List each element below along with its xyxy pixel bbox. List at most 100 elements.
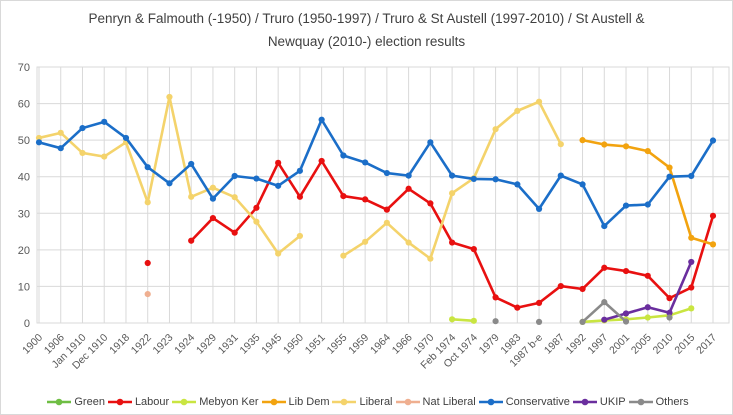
data-point-conservative (209, 195, 217, 202)
data-point-conservative (188, 160, 195, 168)
legend-marker-green (47, 398, 72, 406)
series-conservative (35, 116, 717, 230)
x-tick-label: 1966 (390, 332, 415, 357)
data-point-conservative (253, 175, 260, 182)
data-point-conservative (318, 116, 325, 123)
data-point-lib-dem (709, 241, 717, 248)
data-point-liberal (535, 98, 543, 105)
legend-marker-dot (270, 398, 277, 406)
data-point-conservative (231, 172, 238, 180)
data-point-labour (318, 157, 325, 165)
legend-marker-dot (581, 398, 589, 406)
series-line-mebyon-ker (581, 307, 693, 324)
data-point-labour (579, 285, 586, 293)
legend-item-others: Others (628, 396, 689, 408)
data-point-conservative (666, 173, 673, 180)
data-point-ukip (601, 316, 608, 323)
legend-marker-dot (404, 398, 411, 406)
data-point-conservative (101, 118, 108, 125)
y-tick-label: 30 (18, 208, 30, 220)
data-point-liberal (79, 149, 86, 157)
data-point-ukip (622, 310, 630, 317)
data-point-ukip (644, 304, 651, 311)
data-point-liberal (209, 184, 217, 191)
legend-item-liberal: Liberal (331, 396, 393, 408)
x-tick-label: 1924 (172, 332, 197, 357)
data-point-liberal (405, 239, 412, 246)
data-point-labour (188, 237, 195, 244)
data-point-lib-dem (601, 141, 608, 148)
data-point-conservative (275, 182, 282, 189)
x-tick-label: 1979 (477, 332, 502, 357)
data-point-labour (622, 267, 630, 275)
data-point-conservative (427, 139, 434, 146)
x-tick-label: 1945 (259, 332, 284, 357)
data-point-liberal (492, 126, 499, 133)
data-point-mebyon-ker (688, 305, 695, 312)
data-point-labour (688, 284, 695, 291)
data-point-labour (709, 212, 717, 219)
data-point-others (579, 318, 586, 326)
x-tick-label: 1918 (107, 332, 132, 357)
data-point-liberal (57, 129, 64, 136)
x-tick-label: 1992 (564, 332, 589, 357)
x-tick-label: 1931 (216, 332, 241, 357)
y-axis-labels: 0 10 20 30 40 50 60 70 (18, 62, 30, 330)
data-point-others (666, 314, 673, 321)
data-point-conservative (79, 124, 86, 132)
data-point-liberal (340, 252, 347, 259)
y-tick-label: 20 (18, 245, 30, 257)
data-point-conservative (362, 159, 369, 166)
data-point-labour (231, 229, 238, 236)
data-point-lib-dem (688, 234, 695, 241)
y-tick-label: 70 (18, 62, 30, 74)
legend-marker-nat-liberal (395, 398, 420, 406)
data-point-conservative (622, 202, 630, 209)
y-tick-label: 40 (18, 172, 30, 184)
data-point-labour (448, 239, 456, 246)
legend-marker-dot (116, 398, 124, 406)
data-point-others (492, 318, 499, 325)
legend-marker-dot (341, 398, 348, 406)
legend-marker-ukip (572, 398, 597, 406)
data-point-lib-dem (579, 137, 586, 144)
data-point-labour (644, 272, 651, 279)
data-point-conservative (579, 181, 586, 188)
data-point-labour (296, 193, 304, 200)
legend-label-nat-liberal: Nat Liberal (422, 396, 476, 408)
series-line-mebyon-ker (450, 318, 476, 323)
data-point-mebyon-ker (470, 317, 477, 324)
legend-item-nat-liberal: Nat Liberal (395, 396, 476, 408)
legend-item-lib-dem: Lib Dem (261, 396, 329, 408)
x-tick-label: 2001 (607, 332, 632, 357)
series-labour (144, 157, 717, 311)
y-tick-label: 0 (24, 318, 30, 330)
data-point-labour (427, 200, 434, 207)
x-tick-label: 1900 (20, 332, 45, 357)
legend-marker-dot (487, 398, 495, 406)
data-point-labour (535, 299, 543, 306)
series-mebyon-ker (448, 305, 695, 326)
gridlines (36, 66, 730, 324)
data-point-labour (405, 185, 412, 192)
data-point-labour (275, 159, 282, 166)
data-point-conservative (35, 139, 43, 146)
x-tick-label: 1922 (129, 332, 154, 357)
data-point-nat-liberal (144, 291, 151, 298)
x-tick-label: 1951 (303, 332, 328, 357)
data-point-conservative (601, 222, 608, 230)
data-point-liberal (144, 199, 151, 206)
x-tick-label: 1950 (281, 332, 306, 357)
y-tick-label: 60 (18, 99, 30, 111)
data-point-liberal (296, 232, 304, 240)
chart-title: Penryn & Falmouth (-1950) / Truro (1950-… (88, 11, 645, 49)
x-tick-label: 1955 (325, 332, 350, 357)
x-tick-label: 2005 (629, 332, 654, 357)
x-tick-label: 1929 (194, 332, 219, 357)
data-point-labour (383, 206, 390, 213)
data-point-conservative (296, 167, 304, 174)
legend-marker-dot (180, 398, 188, 406)
data-point-conservative (405, 172, 412, 179)
